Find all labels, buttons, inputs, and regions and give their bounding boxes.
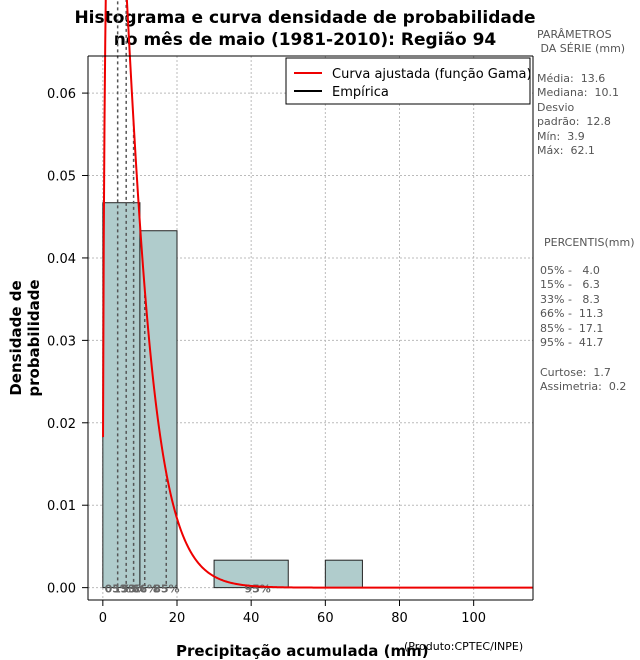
legend-box xyxy=(285,57,531,105)
percentile-label: 66% xyxy=(132,583,158,596)
gamma-curve xyxy=(102,0,533,589)
y-tick-label: 0.01 xyxy=(47,499,76,514)
x-tick-label: 60 xyxy=(317,611,334,626)
histogram-bar xyxy=(139,230,178,589)
y-axis-label: Densidade de probabilidade xyxy=(7,279,43,397)
y-tick-label: 0.04 xyxy=(47,252,76,267)
percentis-values: 05% - 4.0 15% - 6.3 33% - 8.3 66% - 11.3… xyxy=(540,264,604,350)
y-tick-label: 0.06 xyxy=(47,87,76,102)
x-tick-label: 80 xyxy=(391,611,408,626)
params-heading: PARÂMETROS DA SÉRIE (mm) xyxy=(537,28,626,56)
histogram-bar xyxy=(324,559,363,589)
percentile-label: 33% xyxy=(121,583,147,596)
chart-title-line1: Histograma e curva densidade de probabil… xyxy=(74,8,536,28)
x-tick-label: 0 xyxy=(99,611,107,626)
percentis-heading: PERCENTIS(mm) xyxy=(544,236,635,249)
percentile-label: 95% xyxy=(244,583,270,596)
chart-title-line2: no mês de maio (1981-2010): Região 94 xyxy=(113,30,497,50)
x-tick-label: 100 xyxy=(461,611,486,626)
percentile-label: 05% xyxy=(105,583,131,596)
x-tick-label: 40 xyxy=(243,611,260,626)
x-tick-label: 20 xyxy=(169,611,186,626)
histogram-bar xyxy=(213,559,289,589)
y-tick-label: 0.02 xyxy=(47,417,76,432)
stats-values: Curtose: 1.7 Assimetria: 0.2 xyxy=(540,366,627,394)
y-tick-label: 0.03 xyxy=(47,334,76,349)
credit-text: (Produto:CPTEC/INPE) xyxy=(404,640,524,653)
percentile-label: 85% xyxy=(153,583,179,596)
y-tick-label: 0.05 xyxy=(47,170,76,185)
legend-label: Curva ajustada (função Gama) xyxy=(332,67,532,82)
percentile-label: 15% xyxy=(113,583,139,596)
x-axis-label: Precipitação acumulada (mm) xyxy=(176,642,429,660)
params-values: Média: 13.6 Mediana: 10.1 Desvio padrão:… xyxy=(537,72,619,158)
y-tick-label: 0.00 xyxy=(47,582,76,597)
legend-label: Empírica xyxy=(332,85,389,100)
